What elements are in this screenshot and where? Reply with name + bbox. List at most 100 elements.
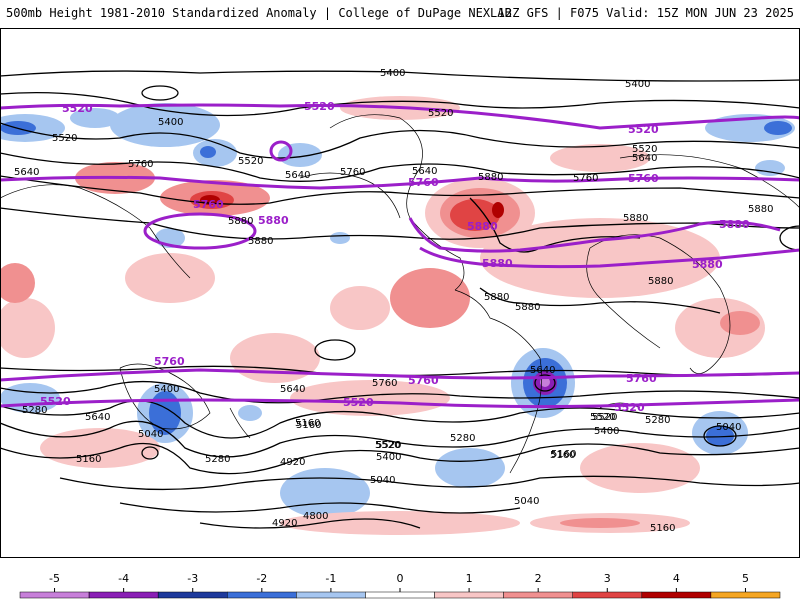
contour-label: 5760 [626, 372, 657, 385]
contour-label: 5880 [719, 218, 750, 231]
contour-label: 5640 [85, 412, 110, 423]
contour-label: 5160 [76, 454, 101, 465]
colorbar-segment [503, 591, 573, 599]
contour-label: 5880 [623, 213, 648, 224]
colorbar-tick-label: -2 [256, 572, 268, 585]
contour-label: 5520 [590, 412, 615, 423]
colorbar-segment [572, 591, 643, 599]
contour-label: 5280 [645, 415, 670, 426]
contour-label: 5160 [295, 418, 320, 429]
contour-label: 4800 [303, 511, 328, 522]
contour-label: 5040 [716, 422, 741, 433]
colorbar-tick-label: 1 [465, 572, 473, 585]
map-panel: 5400 5400 5400 5520 5520 5520 5520 5640 … [0, 28, 800, 558]
anomaly-map: 5400 5400 5400 5520 5520 5520 5520 5640 … [0, 28, 800, 558]
colorbar-tick-label: 3 [603, 572, 611, 585]
colorbar-segment [434, 591, 504, 599]
contour-label: 5280 [22, 405, 47, 416]
contour-label: 5880 [258, 214, 289, 227]
height-contour-labels: 5400 5400 5400 5520 5520 5520 5520 5640 … [14, 68, 773, 534]
contour-label: 5880 [692, 258, 723, 271]
colorbar-segment [296, 591, 366, 599]
colorbar-tick-label: 2 [534, 572, 542, 585]
contour-label: 5520 [62, 102, 93, 115]
contour-label: 5160 [550, 450, 575, 461]
colorbar-tick-label: -4 [118, 572, 130, 585]
contour-label: 4920 [272, 518, 297, 529]
contour-label: 5400 [158, 117, 183, 128]
contour-label: 5280 [205, 454, 230, 465]
contour-label: 5520 [375, 440, 400, 451]
contour-label: 5760 [154, 355, 185, 368]
colorbar-tick-label: -5 [49, 572, 61, 585]
contour-label: 5760 [193, 198, 224, 211]
contour-label: 5640 [632, 153, 657, 164]
contour-label: 5520 [428, 108, 453, 119]
colorbar [19, 588, 781, 599]
colorbar-tick-label: 4 [672, 572, 680, 585]
contour-label: 5520 [376, 440, 401, 451]
contour-label: 5880 [478, 172, 503, 183]
contour-label: 5520 [628, 123, 659, 136]
contour-label: 5520 [343, 396, 374, 409]
colorbar-tick-label: 0 [396, 572, 404, 585]
contour-label: 5160 [650, 523, 675, 534]
contour-label: 5880 [482, 257, 513, 270]
model-run-info: 12Z GFS | F075 Valid: 15Z MON JUN 23 202… [497, 6, 794, 20]
colorbar-tick-label: -1 [325, 572, 337, 585]
contour-label: 5760 [408, 374, 439, 387]
contour-label: 5400 [376, 452, 401, 463]
contour-label: 5520 [40, 395, 71, 408]
contour-label: 5520 [52, 133, 77, 144]
colorbar-segment [88, 591, 159, 599]
contour-label: 5400 [154, 384, 179, 395]
contour-label: 5520 [632, 144, 657, 155]
contour-label: 5880 [515, 302, 540, 313]
colorbar-segment [157, 591, 228, 599]
colorbar-segment [227, 591, 297, 599]
colorbar-ticks [54, 588, 746, 592]
contour-label: 5760 [128, 159, 153, 170]
contour-label: 5160 [551, 449, 576, 460]
contour-label: 5640 [412, 166, 437, 177]
colorbar-tick-label: -3 [187, 572, 199, 585]
contour-label: 5760 [340, 167, 365, 178]
contour-label: 5760 [408, 176, 439, 189]
highlight-contours [0, 103, 800, 409]
contour-label: 5880 [484, 292, 509, 303]
contour-label: 5640 [530, 365, 555, 376]
contour-label: 5880 [248, 236, 273, 247]
contour-label: 5520 [592, 412, 617, 423]
map-title: 500mb Height 1981-2010 Standardized Anom… [6, 6, 512, 20]
contour-label: 5640 [280, 384, 305, 395]
colorbar-tick-label: 5 [741, 572, 749, 585]
contour-label: 5520 [238, 156, 263, 167]
map-header: 500mb Height 1981-2010 Standardized Anom… [0, 0, 800, 28]
colorbar-segments [19, 591, 781, 599]
contour-label: 5400 [594, 426, 619, 437]
highlight-contour-labels: 5520 5520 5520 5760 5760 5760 5880 5880 … [40, 100, 750, 414]
contour-label: 5760 [573, 173, 598, 184]
contour-label: 5160 [296, 420, 321, 431]
colorbar-segment [641, 591, 712, 599]
contour-label: 5040 [138, 429, 163, 440]
contour-label: 5880 [748, 204, 773, 215]
contour-label: 5880 [648, 276, 673, 287]
contour-label: 5280 [450, 433, 475, 444]
contour-label: 5520 [614, 401, 645, 414]
contour-label: 4920 [280, 457, 305, 468]
contour-label: 5760 [628, 172, 659, 185]
contour-label: 5880 [467, 220, 498, 233]
negative-anomaly-shading [0, 103, 795, 518]
contour-label: 5640 [285, 170, 310, 181]
colorbar-segment [19, 591, 90, 599]
contour-label: 5520 [304, 100, 335, 113]
contour-label: 5400 [625, 79, 650, 90]
contour-label: 5880 [228, 216, 253, 227]
contour-label: 5760 [372, 378, 397, 389]
contour-label: 5640 [14, 167, 39, 178]
contour-label: 5040 [370, 475, 395, 486]
colorbar-segment [365, 591, 435, 599]
contour-label: 5400 [380, 68, 405, 79]
colorbar-segment [710, 591, 781, 599]
